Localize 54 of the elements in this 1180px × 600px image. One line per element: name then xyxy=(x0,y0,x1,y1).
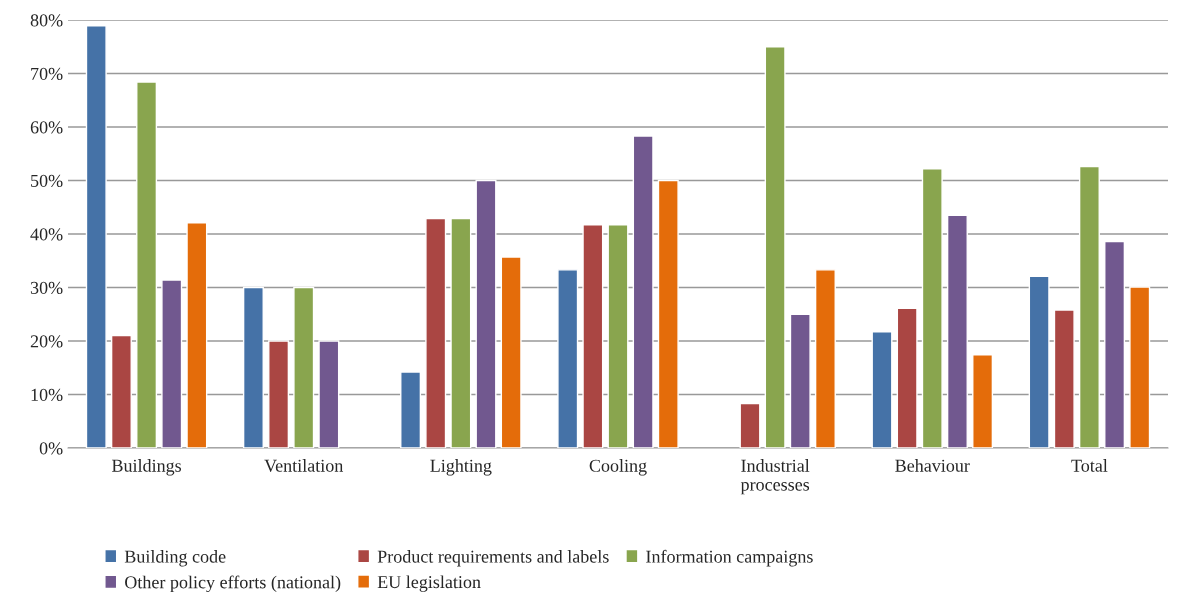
bar xyxy=(632,135,654,448)
bar xyxy=(1104,240,1126,448)
bar xyxy=(582,224,604,448)
bar xyxy=(85,25,107,448)
bar xyxy=(946,214,968,448)
bar xyxy=(1129,286,1151,448)
bar xyxy=(1078,165,1100,448)
y-tick-label: 30% xyxy=(30,281,63,294)
bar xyxy=(475,179,497,448)
bar xyxy=(814,269,836,448)
bar xyxy=(425,217,447,448)
legend-label: Information campaigns xyxy=(646,549,813,567)
bar xyxy=(161,279,183,448)
bar xyxy=(972,354,994,448)
y-tick-label: 0% xyxy=(39,442,63,455)
bar xyxy=(110,334,132,448)
bar xyxy=(557,269,579,448)
legend-label: EU legislation xyxy=(377,575,481,592)
bar xyxy=(318,340,340,448)
bar xyxy=(896,307,918,448)
legend-label: Building code xyxy=(124,550,226,567)
y-tick-label: 80% xyxy=(30,14,63,27)
x-tick-label: Behaviour xyxy=(895,459,970,472)
bar xyxy=(764,46,786,448)
bar xyxy=(242,286,264,448)
x-tick-label: Lighting xyxy=(430,459,492,476)
y-tick-label: 20% xyxy=(30,335,63,348)
y-tick-label: 70% xyxy=(31,67,63,80)
bar xyxy=(921,168,943,448)
bar xyxy=(186,222,208,448)
legend-label: Product requirements and labels xyxy=(377,550,609,567)
bar xyxy=(1053,309,1075,448)
bar xyxy=(136,81,158,448)
x-tick-label: Industrial processes xyxy=(740,459,810,495)
y-tick-label: 40% xyxy=(30,228,63,241)
bar xyxy=(657,179,679,448)
x-tick-label: Cooling xyxy=(589,459,647,476)
bar xyxy=(789,313,811,448)
bar xyxy=(500,256,522,448)
bar xyxy=(268,340,290,448)
x-tick-label: Ventilation xyxy=(264,459,344,472)
bar xyxy=(739,402,761,448)
bar xyxy=(871,331,893,448)
x-tick-label: Buildings xyxy=(111,459,182,476)
bar xyxy=(607,224,629,448)
x-tick-label: Total xyxy=(1071,459,1108,472)
bar xyxy=(1028,275,1050,448)
bar xyxy=(293,286,315,448)
y-tick-label: 50% xyxy=(31,174,63,187)
y-tick-label: 10% xyxy=(31,388,63,401)
legend-label: Other policy efforts (national) xyxy=(125,575,341,593)
bar xyxy=(400,371,422,448)
y-tick-label: 60% xyxy=(30,121,63,134)
bar xyxy=(450,217,472,448)
